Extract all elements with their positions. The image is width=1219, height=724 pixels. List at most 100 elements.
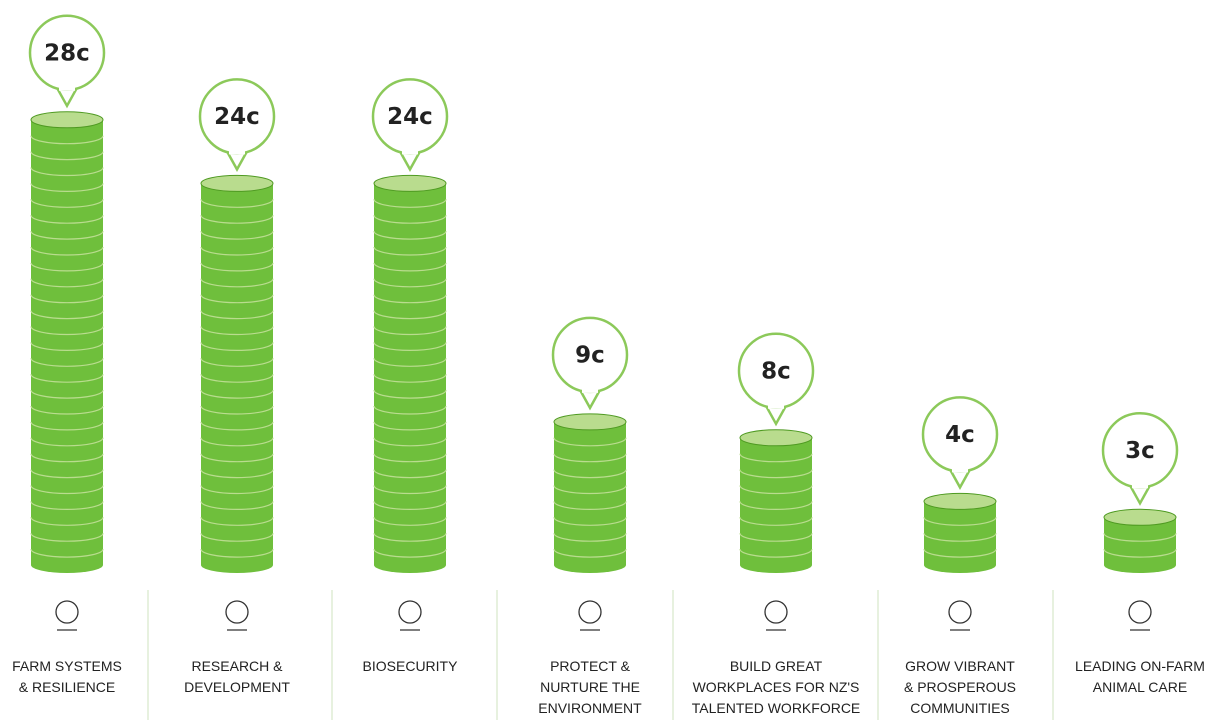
bubble-mask xyxy=(952,467,968,473)
coin-edge xyxy=(553,548,627,558)
coin-edge xyxy=(30,517,104,526)
coin-edge xyxy=(373,469,447,479)
coin-edge xyxy=(200,358,274,367)
coin-edge xyxy=(739,533,813,542)
coin-edge xyxy=(373,230,447,240)
coin-stack xyxy=(374,183,446,565)
coin-edge xyxy=(553,501,627,510)
category-label: PROTECT & NURTURE THE ENVIRONMENT xyxy=(538,658,642,716)
coin-edge xyxy=(30,485,104,495)
stack-bottom xyxy=(201,557,273,573)
icon xyxy=(225,600,249,624)
coin-stack xyxy=(201,183,273,565)
coin-top xyxy=(739,429,813,447)
coin-edge xyxy=(200,310,274,320)
coin-edge xyxy=(200,453,274,463)
coin-edge xyxy=(200,421,274,431)
coin-edge xyxy=(373,246,447,256)
coin-edge xyxy=(373,342,447,351)
coin-edge xyxy=(923,517,997,526)
coin-edge xyxy=(553,485,627,495)
coin-edge xyxy=(200,294,274,304)
bubble-mask xyxy=(229,149,245,155)
bubble xyxy=(578,389,602,411)
coin-edge xyxy=(553,437,627,447)
coin-top xyxy=(200,174,274,192)
coin-edge xyxy=(373,262,447,272)
coin-edge xyxy=(200,485,274,495)
coin-edge xyxy=(30,278,104,288)
coin-edge xyxy=(30,135,104,145)
coin-edge xyxy=(200,548,274,558)
coin-edge xyxy=(30,326,104,336)
coin-edge xyxy=(739,485,813,495)
coin-edge xyxy=(553,453,627,463)
coin-top xyxy=(553,413,627,431)
category-label: RESEARCH & DEVELOPMENT xyxy=(184,658,290,695)
icon xyxy=(764,600,788,624)
coin-edge xyxy=(200,278,274,288)
coin-edge xyxy=(200,342,274,351)
coin-edge xyxy=(200,246,274,256)
category-label: FARM SYSTEMS & RESILIENCE xyxy=(12,658,122,695)
icon xyxy=(578,600,602,624)
coin-edge xyxy=(200,469,274,479)
coin-edge xyxy=(373,215,447,224)
coin-edge xyxy=(30,405,104,415)
coin-edge xyxy=(200,533,274,542)
coin-edge xyxy=(30,151,104,161)
bubble xyxy=(948,468,972,490)
bubble-mask xyxy=(402,149,418,155)
coin-edge xyxy=(30,389,104,399)
coin-edge xyxy=(30,453,104,463)
coin-edge xyxy=(30,437,104,447)
coin-edge xyxy=(373,485,447,495)
value-label: 4c xyxy=(945,422,975,448)
coin-edge xyxy=(739,453,813,463)
coin-edge xyxy=(30,294,104,304)
coin-edge xyxy=(373,389,447,399)
coin-top xyxy=(30,111,104,129)
value-label: 28c xyxy=(44,40,90,66)
stack-bottom xyxy=(740,557,812,573)
value-label: 9c xyxy=(575,342,605,368)
coin-edge xyxy=(373,294,447,304)
coin-edge xyxy=(373,278,447,288)
bubble xyxy=(1128,484,1152,506)
coin-edge xyxy=(200,374,274,383)
coin-edge xyxy=(373,310,447,320)
coin-edge xyxy=(30,501,104,510)
coin-edge xyxy=(30,183,104,192)
coin-edge xyxy=(200,405,274,415)
coin-edge xyxy=(373,405,447,415)
bubble xyxy=(398,150,422,172)
coin-top xyxy=(373,174,447,192)
stack-bottom xyxy=(554,557,626,573)
category-label: LEADING ON-FARM ANIMAL CARE xyxy=(1075,658,1205,695)
bubble xyxy=(55,87,79,109)
coin-edge xyxy=(373,374,447,383)
coin-edge xyxy=(30,310,104,320)
bubble xyxy=(764,405,788,427)
coin-edge xyxy=(30,215,104,224)
coin-stack xyxy=(924,501,996,565)
coin-edge xyxy=(373,358,447,367)
icon xyxy=(948,600,972,624)
coin-edge xyxy=(373,517,447,526)
coin-edge xyxy=(30,246,104,256)
coin-edge xyxy=(200,199,274,208)
coin-top xyxy=(1103,508,1177,526)
bubble xyxy=(225,150,249,172)
coin-edge xyxy=(30,469,104,479)
coin-edge xyxy=(30,199,104,208)
stack-bottom xyxy=(31,557,103,573)
bubble-mask xyxy=(1132,483,1148,489)
coin-edge xyxy=(30,230,104,240)
coin-edge xyxy=(373,533,447,542)
icon xyxy=(398,600,422,624)
coin-edge xyxy=(373,326,447,336)
category-label: BIOSECURITY xyxy=(362,658,458,674)
coin-edge xyxy=(1103,548,1177,558)
